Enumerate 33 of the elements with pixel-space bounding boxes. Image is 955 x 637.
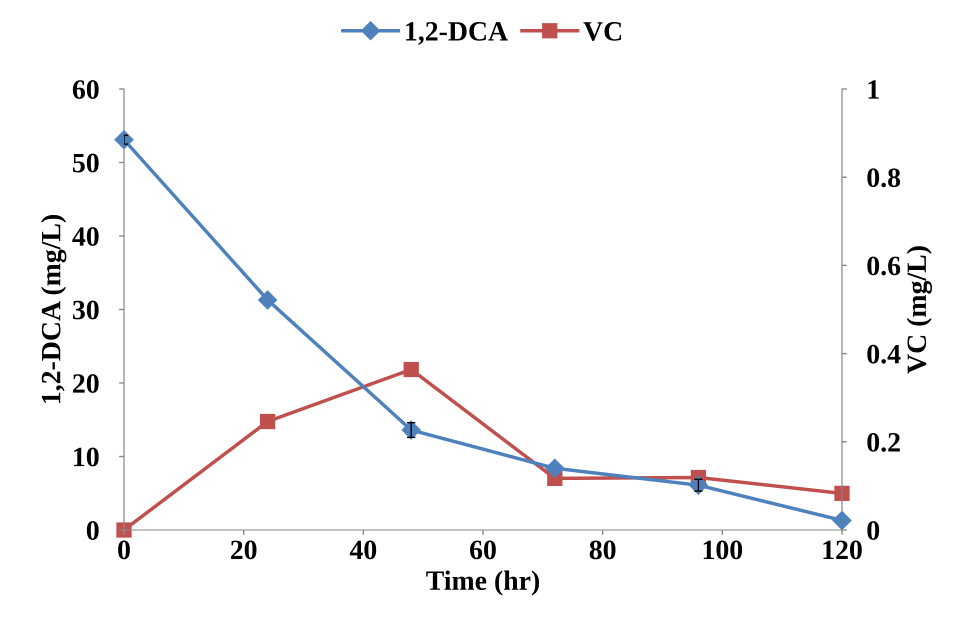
y2-tick-label: 0.6 [867, 256, 900, 276]
x-tick-label: 0 [118, 540, 130, 560]
x-tick-label: 100 [704, 540, 742, 560]
x-tick-label: 20 [230, 540, 256, 560]
y-tick-label: 40 [72, 227, 99, 246]
y-axis-title: 1,2-DCA (mg/L) [40, 215, 66, 403]
y-tick-label: 20 [73, 374, 99, 393]
point [258, 290, 278, 310]
x-tick-label: 80 [590, 540, 616, 560]
y2-tick-label: 0.8 [867, 168, 900, 188]
x-tick-label: 60 [470, 540, 496, 560]
y2-tick-label: 0 [867, 521, 880, 540]
point [832, 510, 852, 530]
y-tick-label: 60 [72, 80, 99, 99]
y2-tick-label: 0.2 [867, 432, 900, 452]
x-tick-label: 40 [350, 540, 376, 560]
point [404, 362, 419, 378]
x-tick-label: 120 [823, 540, 862, 560]
y-tick-label: 10 [74, 448, 99, 466]
point [834, 486, 850, 502]
y-tick-label: 30 [72, 300, 99, 320]
point [116, 522, 132, 538]
y2-tick-label: 0.4 [867, 344, 901, 364]
legend-label: VC [583, 22, 622, 41]
y-tick-label: 50 [73, 154, 99, 172]
point [114, 130, 134, 150]
y2-axis-title: VC (mg/L) [906, 246, 932, 374]
legend-label: 1,2-DCA [406, 22, 508, 45]
y-tick-label: 0 [86, 521, 99, 540]
point [260, 414, 276, 430]
x-axis-title: Time (hr) [426, 570, 540, 596]
point [545, 458, 564, 478]
y2-tick-label: 1 [868, 80, 879, 99]
